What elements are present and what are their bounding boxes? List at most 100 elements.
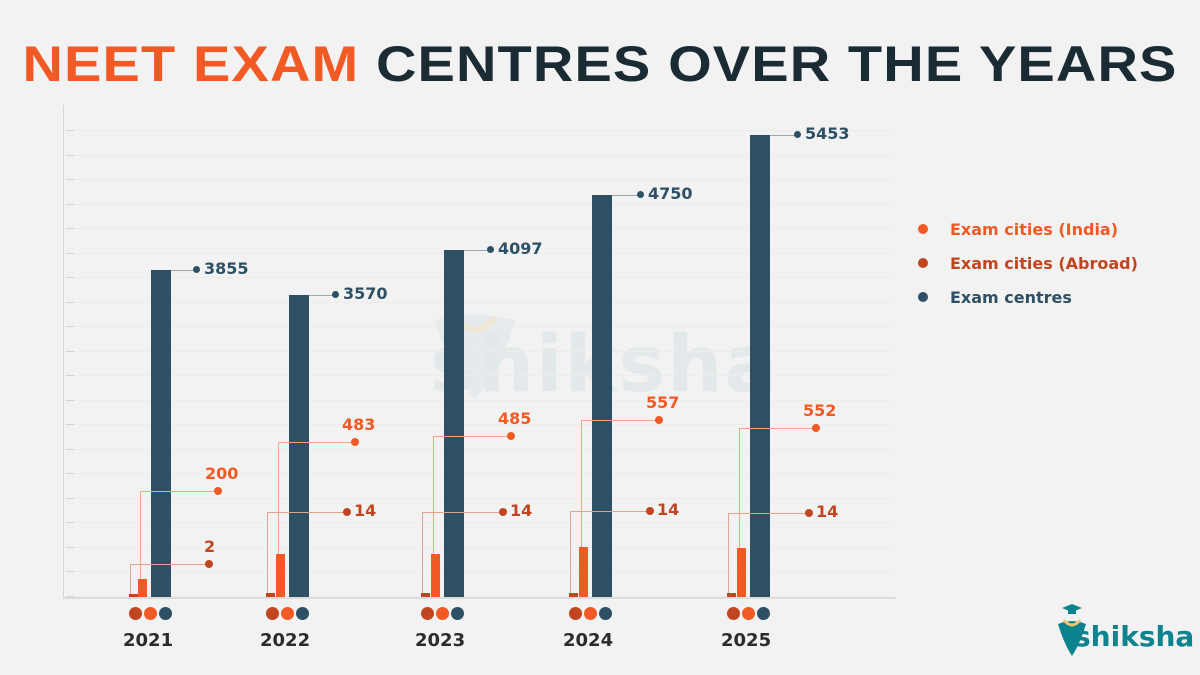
leader-line [570,511,649,512]
leader-line [130,564,131,594]
legend-label: Exam centres [950,287,1072,307]
series-dot-icon [159,607,172,620]
legend-item-centres: Exam centres [918,280,1138,314]
gridline [64,399,894,401]
leader-line [612,194,638,196]
chart-title: NEET EXAM CENTRES OVER THE YEARS [0,34,1200,94]
y-tick [66,473,74,474]
leader-line [278,442,354,443]
value-label-abroad: 14 [657,500,680,519]
value-label-centres: 3855 [204,259,249,279]
series-dot-icon [144,607,157,620]
year-legend-dots [727,607,770,620]
gridline [64,326,894,327]
y-axis [63,105,64,597]
bar-centres [289,294,309,597]
bar-centres [151,270,171,597]
value-label-centres: 5453 [805,124,850,143]
leader-dot-icon [812,424,820,432]
gridline [64,497,894,499]
gridline [64,424,894,425]
gridline [64,154,894,156]
gridline [64,350,894,352]
legend-dot-icon [918,292,928,302]
legend-label: Exam cities (India) [950,219,1119,239]
value-label-centres: 4750 [648,183,693,203]
gridline [64,179,894,180]
leader-line [581,420,582,548]
series-dot-icon [757,607,770,620]
series-dot-icon [266,607,279,620]
y-tick [66,203,74,205]
leader-dot-icon [332,290,339,298]
leader-line [140,491,141,580]
leader-dot-icon [794,131,801,138]
y-tick [66,277,74,278]
bar-abroad [421,593,430,597]
leader-line [267,512,268,594]
value-label-india: 557 [646,393,680,412]
y-tick [66,424,74,425]
leader-dot-icon [205,560,213,568]
leader-line [570,511,571,594]
leader-line [433,436,434,554]
bar-india [276,554,285,597]
gridline [64,203,894,205]
leader-line [140,491,217,492]
value-label-india: 485 [498,409,532,428]
series-dot-icon [569,607,582,620]
leader-line [278,442,279,555]
title-accent: NEET EXAM [22,36,360,92]
leader-dot-icon [637,190,644,198]
bar-centres [592,194,612,597]
leader-dot-icon [343,508,351,516]
bar-abroad [129,594,138,597]
leader-dot-icon [193,266,200,274]
x-tick-label: 2021 [123,630,174,651]
series-dot-icon [599,607,612,620]
leader-dot-icon [499,508,507,516]
y-tick [66,375,74,376]
y-tick [66,228,74,229]
series-dot-icon [281,607,294,620]
gridline [64,473,894,474]
y-tick [66,497,74,499]
y-tick [66,179,74,180]
gridline [64,277,894,278]
y-tick [66,448,74,450]
y-tick [66,252,74,254]
legend-dot-icon [918,258,928,268]
y-tick [66,595,74,597]
gridline [64,571,894,572]
x-tick-label: 2024 [563,630,614,651]
leader-line [267,512,346,513]
year-legend-dots [569,607,612,620]
legend-item-india: Exam cities (India) [918,212,1138,246]
year-legend-dots [421,607,464,620]
bar-abroad [569,593,578,597]
y-tick [66,399,74,401]
value-label-india: 552 [803,401,837,420]
y-tick [66,571,74,572]
legend-dot-icon [918,224,928,234]
title-main: CENTRES OVER THE YEARS [359,36,1178,92]
bar-abroad [727,593,736,597]
x-tick-label: 2025 [721,630,772,651]
leader-dot-icon [655,416,663,424]
x-axis [63,597,896,599]
series-dot-icon [584,607,597,620]
leader-line [309,294,333,296]
y-tick [66,154,74,156]
year-legend-dots [129,607,172,620]
legend-item-abroad: Exam cities (Abroad) [918,246,1138,280]
leader-dot-icon [487,245,494,253]
legend: Exam cities (India) Exam cities (Abroad)… [918,212,1138,314]
x-tick-label: 2023 [415,630,466,651]
gridline [64,595,894,597]
bar-centres [444,249,464,597]
gridline [64,301,894,303]
leader-dot-icon [646,507,654,515]
series-dot-icon [742,607,755,620]
value-label-abroad: 14 [510,501,533,520]
value-label-india: 200 [205,464,239,483]
